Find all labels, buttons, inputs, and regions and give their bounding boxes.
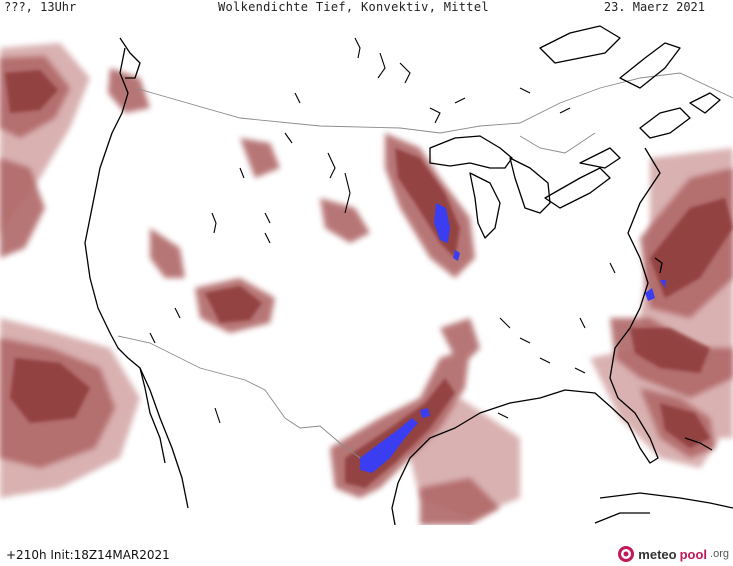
brand-main: meteo [638,546,677,562]
brand-suffix: .org [710,548,729,560]
forecast-date-label: 23. Maerz 2021 [603,0,705,14]
inland-lakes [149,37,616,424]
country-borders [117,72,733,459]
forecast-time-label: ???, 13Uhr [4,0,77,14]
meteopool-globe-icon [618,546,635,562]
meteopool-logo[interactable]: meteo pool .org [617,545,729,563]
weather-map [0,25,733,525]
footer: +210h Init:18Z14MAR2021 meteo pool .org [0,544,733,566]
map-title: Wolkendichte Tief, Konvektiv, Mittel [218,0,489,14]
header: ???, 13Uhr Wolkendichte Tief, Konvektiv,… [0,0,733,18]
convective-cells [360,203,666,473]
coastlines [84,25,733,525]
init-time-label: +210h Init:18Z14MAR2021 [6,548,170,562]
brand-accent: pool [679,546,708,562]
